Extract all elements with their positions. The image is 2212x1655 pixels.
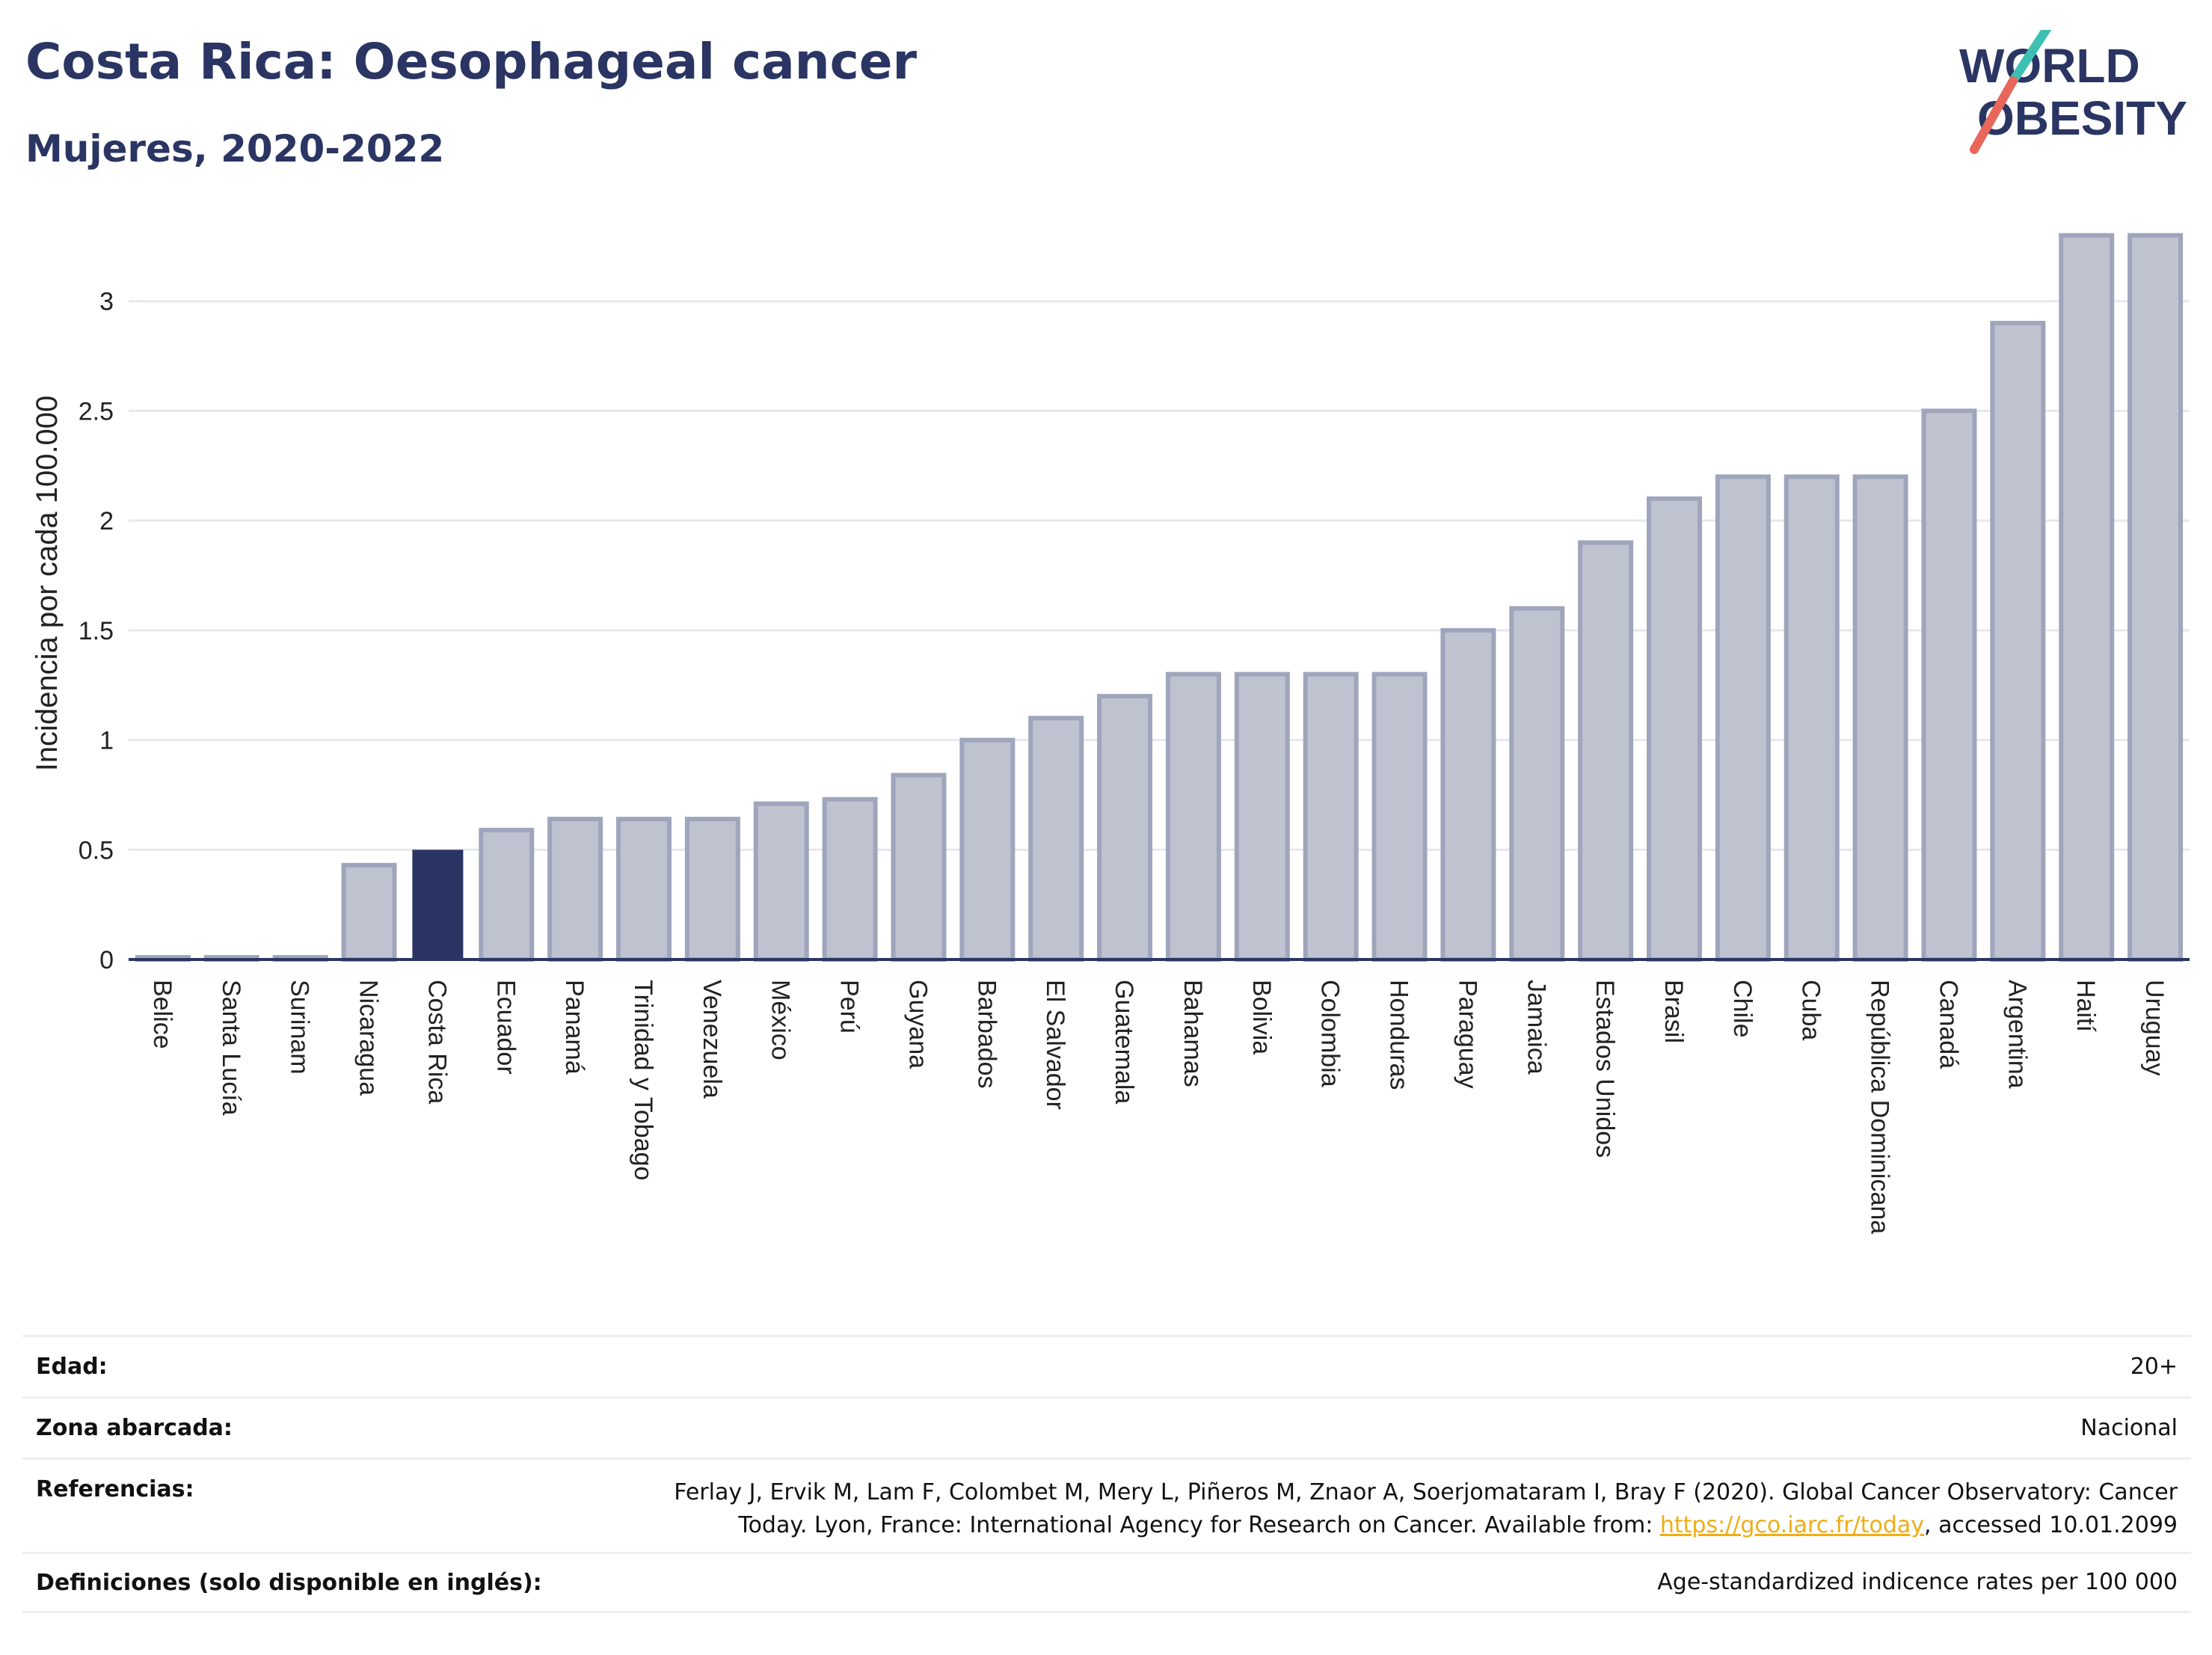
y-tick-label: 3 xyxy=(99,288,114,316)
bar xyxy=(891,773,947,962)
y-tick-label: 1.5 xyxy=(79,617,114,645)
page-title: Costa Rica: Oesophageal cancer xyxy=(25,33,918,90)
bar xyxy=(753,801,809,962)
x-tick-label: Belice xyxy=(148,980,176,1049)
x-tick-label: Barbados xyxy=(972,980,1001,1089)
x-tick-label: Argentina xyxy=(2003,980,2031,1089)
info-value-zone: Nacional xyxy=(2080,1414,2178,1441)
bar xyxy=(1578,540,1634,962)
x-tick-label: Estados Unidos xyxy=(1591,980,1619,1158)
bar xyxy=(1509,606,1565,962)
reference-suffix: , accessed 10.01.2099 xyxy=(1924,1511,2178,1538)
y-tick-label: 2.5 xyxy=(79,397,114,426)
x-tick-label: Bahamas xyxy=(1179,980,1207,1087)
info-table: Edad: 20+ Zona abarcada: Nacional Refere… xyxy=(22,1335,2191,1613)
x-tick-label: Colombia xyxy=(1316,980,1345,1087)
info-row-definitions: Definiciones (solo disponible en inglés)… xyxy=(22,1552,2191,1613)
info-row-zone: Zona abarcada: Nacional xyxy=(22,1396,2191,1458)
reference-line-1: Ferlay J, Ervik M, Lam F, Colombet M, Me… xyxy=(674,1479,2178,1505)
x-tick-label: Guatemala xyxy=(1110,980,1138,1104)
bar xyxy=(822,796,878,962)
bar xyxy=(2059,233,2115,962)
logo-slash-teal xyxy=(2009,30,2052,85)
x-tick-label: República Dominicana xyxy=(1866,980,1894,1234)
info-label-references: Referencias: xyxy=(36,1476,194,1502)
info-row-references: Referencias: Ferlay J, Ervik M, Lam F, C… xyxy=(22,1458,2191,1552)
info-value-age: 20+ xyxy=(2130,1353,2178,1380)
bar xyxy=(1371,672,1428,962)
bar xyxy=(341,862,397,962)
x-tick-label: Venezuela xyxy=(698,980,726,1099)
bar xyxy=(1028,716,1084,962)
bar xyxy=(1990,321,2046,962)
x-tick-label: Jamaica xyxy=(1522,980,1550,1075)
x-tick-label: Ecuador xyxy=(491,980,520,1075)
bar xyxy=(1165,672,1221,962)
bar xyxy=(1440,627,1496,962)
x-tick-label: Surinam xyxy=(286,980,314,1075)
bar xyxy=(616,817,672,962)
x-tick-label: Nicaragua xyxy=(354,980,383,1096)
x-tick-label: Bolivia xyxy=(1247,980,1276,1054)
bar xyxy=(1097,693,1153,962)
x-tick-label: Guyana xyxy=(903,980,932,1069)
logo-line2: OBESITY xyxy=(1977,91,2187,145)
bar xyxy=(547,817,603,962)
bar xyxy=(959,737,1016,962)
page-subtitle: Mujeres, 2020-2022 xyxy=(25,127,445,171)
bar xyxy=(1715,474,1771,962)
x-tick-label: Santa Lucía xyxy=(217,980,245,1116)
bar xyxy=(2127,233,2184,962)
bar xyxy=(1234,672,1290,962)
bar xyxy=(1921,408,1977,962)
y-tick-label: 0.5 xyxy=(79,836,114,865)
logo-slash-red xyxy=(1970,76,2018,154)
info-value-references: Ferlay J, Ervik M, Lam F, Colombet M, Me… xyxy=(674,1476,2178,1541)
x-tick-label: Chile xyxy=(1728,980,1757,1037)
logo-line1: WORLD xyxy=(1959,39,2140,93)
x-tick-label: Panamá xyxy=(560,980,589,1075)
x-tick-label: Uruguay xyxy=(2140,980,2169,1076)
bar-chart: 0 0.5 1 1.5 2 2.5 3 Belice Santa Lucía Surinam Nic… xyxy=(31,233,2190,1235)
bar xyxy=(1784,474,1840,962)
info-row-age: Edad: 20+ xyxy=(22,1335,2191,1396)
x-tick-label: Brasil xyxy=(1659,980,1688,1043)
bar xyxy=(1303,672,1359,962)
labels: 0 0.5 1 1.5 2 2.5 3 Belice Santa Lucía Surinam Nic… xyxy=(31,288,2169,1235)
x-tick-label: México xyxy=(766,980,795,1060)
info-label-zone: Zona abarcada: xyxy=(36,1415,233,1441)
bar xyxy=(479,827,535,962)
y-tick-label: 1 xyxy=(99,727,114,755)
info-value-definitions: Age-standardized indicence rates per 100… xyxy=(1657,1569,2178,1596)
x-tick-label: Haití xyxy=(2071,980,2100,1032)
x-tick-label: Costa Rica xyxy=(423,980,451,1104)
bar-highlight xyxy=(412,850,464,959)
info-label-age: Edad: xyxy=(36,1354,108,1380)
x-tick-label: El Salvador xyxy=(1041,980,1069,1110)
x-tick-label: Canadá xyxy=(1934,980,1962,1069)
y-tick-label: 2 xyxy=(99,507,114,535)
bar xyxy=(1852,474,1908,962)
world-obesity-logo: WORLD OBESITY xyxy=(1959,30,2187,154)
x-tick-label: Honduras xyxy=(1385,980,1413,1090)
reference-line-2: Today. Lyon, France: International Agenc… xyxy=(738,1511,1660,1538)
bar xyxy=(684,817,740,962)
x-tick-label: Perú xyxy=(835,980,864,1034)
y-tick-label: 0 xyxy=(99,946,114,974)
info-label-definitions: Definiciones (solo disponible en inglés)… xyxy=(36,1569,542,1596)
x-tick-label: Trinidad y Tobago xyxy=(629,980,657,1180)
x-tick-label: Cuba xyxy=(1797,980,1825,1040)
reference-link[interactable]: https://gco.iarc.fr/today xyxy=(1659,1511,1925,1538)
y-axis-title: Incidencia por cada 100.000 xyxy=(31,396,64,772)
grid-lines xyxy=(129,300,2190,851)
x-tick-label: Paraguay xyxy=(1453,980,1481,1089)
bar xyxy=(1647,496,1702,962)
